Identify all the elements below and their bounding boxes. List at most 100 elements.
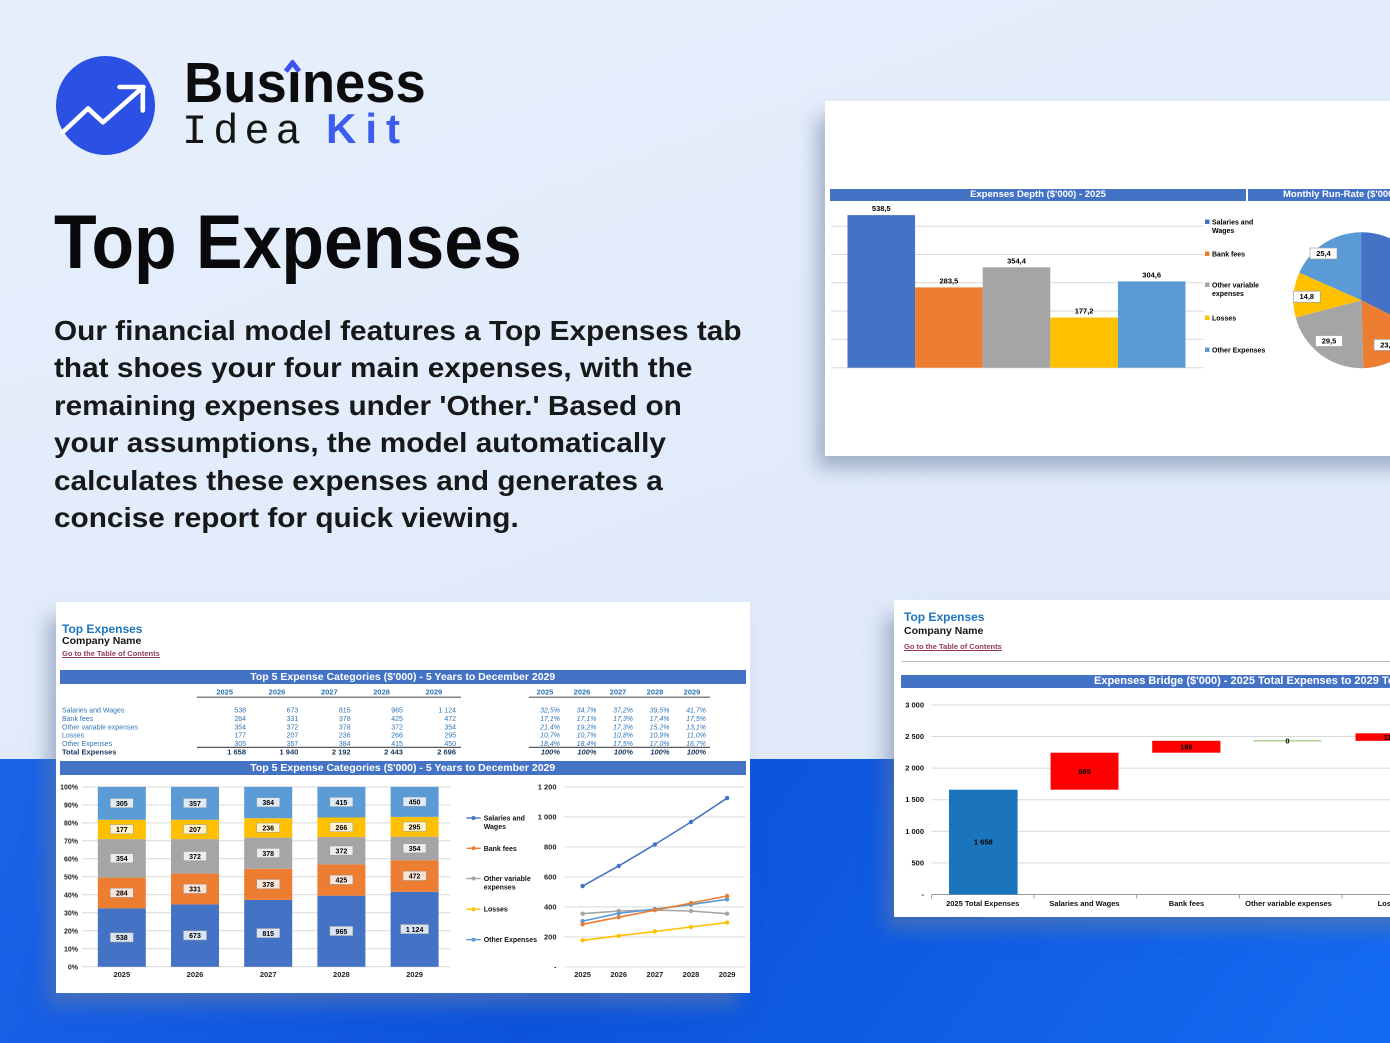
svg-text:1 000: 1 000 (905, 827, 924, 836)
svg-text:21,4%: 21,4% (539, 724, 560, 731)
svg-text:16,7%: 16,7% (686, 741, 706, 748)
svg-text:40%: 40% (64, 892, 79, 899)
svg-text:10,9%: 10,9% (650, 733, 670, 740)
svg-text:2025: 2025 (537, 687, 554, 696)
svg-text:2025: 2025 (574, 970, 591, 979)
svg-text:965: 965 (391, 708, 403, 715)
svg-text:100%: 100% (60, 785, 79, 792)
svg-text:Other variable expenses: Other variable expenses (1245, 899, 1332, 908)
svg-text:2028: 2028 (647, 687, 664, 696)
svg-text:18,4%: 18,4% (540, 741, 560, 748)
svg-text:17,4%: 17,4% (650, 716, 670, 723)
svg-text:372: 372 (336, 848, 348, 855)
svg-text:354: 354 (409, 846, 421, 853)
svg-text:17,0%: 17,0% (650, 741, 670, 748)
svg-text:378: 378 (339, 716, 351, 723)
svg-text:2025: 2025 (113, 970, 130, 979)
svg-text:378: 378 (262, 851, 274, 858)
svg-text:331: 331 (189, 887, 201, 894)
svg-text:25,4: 25,4 (1316, 249, 1331, 258)
svg-text:2026: 2026 (269, 687, 286, 696)
svg-text:Bank fees: Bank fees (1169, 899, 1204, 908)
svg-text:304,6: 304,6 (1142, 270, 1161, 279)
svg-text:295: 295 (444, 733, 456, 740)
svg-text:Bank fees: Bank fees (1212, 252, 1245, 259)
svg-text:815: 815 (339, 708, 351, 715)
svg-text:2 696: 2 696 (437, 747, 456, 756)
svg-text:2 192: 2 192 (332, 747, 351, 756)
svg-text:Other variable: Other variable (484, 876, 531, 883)
svg-text:Salaries and: Salaries and (484, 816, 525, 823)
svg-text:965: 965 (336, 929, 348, 936)
svg-text:Losses: Losses (484, 907, 508, 914)
svg-text:Wages: Wages (484, 824, 506, 831)
svg-text:450: 450 (444, 741, 456, 748)
svg-text:1 658: 1 658 (227, 747, 246, 756)
svg-text:472: 472 (409, 874, 421, 881)
svg-text:284: 284 (234, 716, 246, 723)
svg-text:34,7%: 34,7% (577, 708, 597, 715)
svg-text:29,5: 29,5 (1322, 337, 1337, 346)
svg-text:1 658: 1 658 (974, 838, 993, 847)
svg-text:450: 450 (409, 800, 421, 807)
svg-text:1 940: 1 940 (280, 747, 299, 756)
svg-text:0: 0 (1285, 736, 1289, 745)
svg-text:2025: 2025 (216, 687, 233, 696)
svg-text:207: 207 (287, 733, 299, 740)
svg-text:283,5: 283,5 (940, 276, 959, 285)
svg-text:17,3%: 17,3% (613, 716, 633, 723)
svg-text:1 000: 1 000 (538, 812, 557, 821)
svg-text:expenses: expenses (1212, 291, 1244, 298)
svg-text:177,2: 177,2 (1075, 307, 1094, 316)
svg-text:10%: 10% (64, 946, 79, 953)
svg-text:50%: 50% (64, 874, 79, 881)
svg-text:372: 372 (391, 724, 403, 731)
svg-text:13,1%: 13,1% (686, 724, 706, 731)
svg-text:236: 236 (262, 826, 274, 833)
svg-text:354: 354 (234, 724, 246, 731)
svg-text:32,5%: 32,5% (540, 708, 560, 715)
svg-text:305: 305 (234, 741, 246, 748)
svg-text:425: 425 (336, 878, 348, 885)
svg-text:236: 236 (339, 733, 351, 740)
svg-text:177: 177 (116, 827, 128, 834)
svg-text:39,5%: 39,5% (650, 708, 670, 715)
svg-text:10,7%: 10,7% (540, 733, 560, 740)
svg-text:2028: 2028 (333, 970, 350, 979)
svg-text:538: 538 (234, 708, 246, 715)
svg-text:472: 472 (444, 716, 456, 723)
svg-text:500: 500 (911, 858, 924, 867)
svg-text:expenses: expenses (484, 885, 516, 892)
svg-text:400: 400 (544, 902, 557, 911)
svg-text:Losses: Losses (1378, 899, 1390, 908)
svg-text:415: 415 (336, 800, 348, 807)
svg-text:200: 200 (544, 932, 557, 941)
svg-text:305: 305 (116, 801, 128, 808)
svg-text:Losses: Losses (1212, 316, 1236, 323)
svg-text:30%: 30% (64, 910, 79, 917)
svg-text:354: 354 (444, 724, 456, 731)
svg-text:19,2%: 19,2% (577, 724, 597, 731)
svg-text:2027: 2027 (610, 687, 627, 696)
svg-text:90%: 90% (64, 803, 79, 810)
svg-text:372: 372 (189, 854, 201, 861)
svg-text:17,1%: 17,1% (540, 716, 560, 723)
svg-text:384: 384 (262, 800, 274, 807)
svg-text:2027: 2027 (647, 970, 664, 979)
svg-text:100%: 100% (687, 747, 707, 756)
svg-text:Total Expenses: Total Expenses (62, 747, 116, 756)
svg-text:100%: 100% (541, 747, 561, 756)
svg-text:-: - (554, 962, 557, 971)
svg-text:70%: 70% (64, 838, 79, 845)
svg-text:118: 118 (1383, 733, 1390, 742)
svg-text:266: 266 (336, 825, 348, 832)
svg-text:17,1%: 17,1% (577, 716, 597, 723)
svg-text:41,7%: 41,7% (686, 708, 706, 715)
svg-text:425: 425 (391, 716, 403, 723)
svg-text:Losses: Losses (62, 733, 85, 740)
svg-text:378: 378 (262, 882, 274, 889)
svg-text:80%: 80% (64, 821, 79, 828)
svg-text:600: 600 (544, 872, 557, 881)
svg-text:331: 331 (287, 716, 299, 723)
svg-text:2026: 2026 (610, 970, 627, 979)
